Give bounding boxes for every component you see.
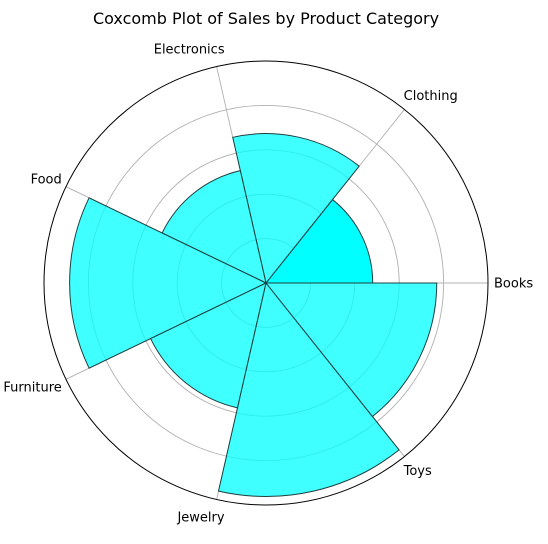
category-label-food: Food <box>31 172 62 187</box>
wedge-electronics <box>161 170 267 284</box>
wedge-jewelry <box>217 281 400 497</box>
wedge-books <box>264 198 374 284</box>
category-label-electronics: Electronics <box>154 43 225 58</box>
category-label-jewelry: Jewelry <box>176 510 224 525</box>
category-labels: Books Clothing Electronics Food Furniture Jew… <box>3 43 533 526</box>
category-label-furniture: Furniture <box>3 381 61 396</box>
wedge-food <box>69 197 268 369</box>
polar-frame <box>43 60 489 506</box>
category-label-clothing: Clothing <box>404 89 458 104</box>
chart-title: Coxcomb Plot of Sales by Product Categor… <box>93 9 439 28</box>
wedge-clothing <box>232 133 360 285</box>
wedge-toys <box>264 282 438 418</box>
wedge-furniture <box>149 282 267 409</box>
wedges <box>69 133 438 497</box>
category-label-toys: Toys <box>403 464 432 479</box>
outer-frame <box>43 60 489 506</box>
category-label-books: Books <box>494 277 533 292</box>
